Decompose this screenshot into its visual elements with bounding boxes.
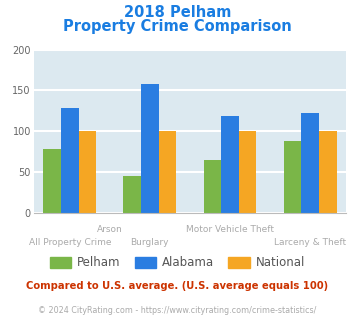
Bar xyxy=(43,149,61,213)
Bar xyxy=(284,141,301,213)
Legend: Pelham, Alabama, National: Pelham, Alabama, National xyxy=(45,252,310,274)
Text: Arson: Arson xyxy=(97,225,123,234)
Bar xyxy=(78,131,96,213)
Text: © 2024 CityRating.com - https://www.cityrating.com/crime-statistics/: © 2024 CityRating.com - https://www.city… xyxy=(38,306,317,315)
Bar xyxy=(319,131,337,213)
Text: Burglary: Burglary xyxy=(131,238,169,247)
Bar xyxy=(301,113,319,213)
Bar xyxy=(141,84,159,213)
Bar xyxy=(239,131,256,213)
Bar xyxy=(124,176,141,213)
Text: Larceny & Theft: Larceny & Theft xyxy=(274,238,346,247)
Text: Property Crime Comparison: Property Crime Comparison xyxy=(63,19,292,34)
Bar xyxy=(61,108,78,213)
Text: Motor Vehicle Theft: Motor Vehicle Theft xyxy=(186,225,274,234)
Bar xyxy=(159,131,176,213)
Bar xyxy=(221,116,239,213)
Text: All Property Crime: All Property Crime xyxy=(28,238,111,247)
Text: Compared to U.S. average. (U.S. average equals 100): Compared to U.S. average. (U.S. average … xyxy=(26,281,329,291)
Text: 2018 Pelham: 2018 Pelham xyxy=(124,5,231,20)
Bar xyxy=(203,160,221,213)
